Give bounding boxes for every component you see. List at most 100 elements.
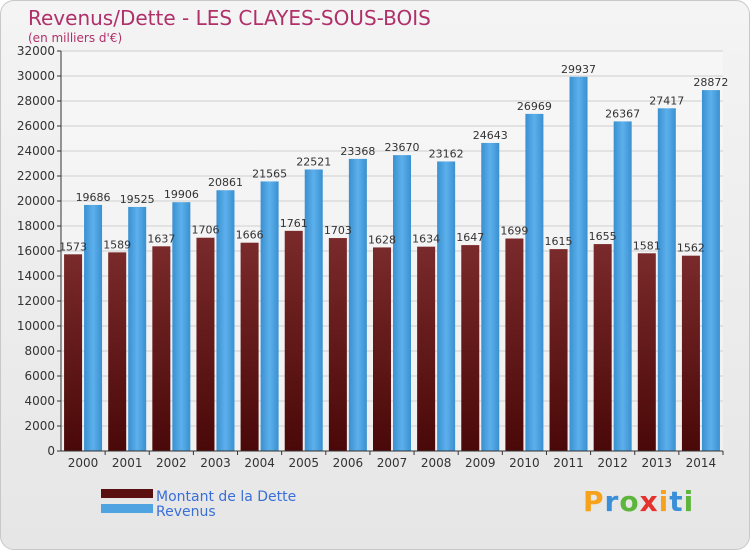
bar-revenus <box>304 169 323 452</box>
legend-swatch-revenus <box>101 504 153 513</box>
axis-layer: 0 2000 4000 6000 8000 10000 12000 14000 16000 180… <box>17 44 724 470</box>
bar-dette <box>373 247 391 451</box>
data-labels-layer: 1573 19686 1589 19525 1637 19906 1706 20861 1666… <box>59 63 728 255</box>
x-tick-label: 2010 <box>509 456 540 470</box>
data-label-revenus: 20861 <box>208 176 243 189</box>
bar-dette <box>637 253 656 451</box>
y-tick-label: 20000 <box>17 194 55 208</box>
bar-revenus <box>172 202 191 451</box>
x-tick-label: 2002 <box>156 456 187 470</box>
data-label-revenus: 27417 <box>649 94 684 107</box>
data-label-dette: 1628 <box>368 233 396 246</box>
data-label-dette: 1615 <box>545 235 573 248</box>
data-label-dette: 1634 <box>412 233 440 246</box>
x-tick-label: 2013 <box>642 456 673 470</box>
y-tick-label: 10000 <box>17 319 55 333</box>
data-label-revenus: 29937 <box>561 63 596 76</box>
data-label-revenus: 23368 <box>340 145 375 158</box>
data-label-dette: 1703 <box>324 224 352 237</box>
x-tick-label: 2005 <box>288 456 319 470</box>
bar-dette <box>417 246 436 451</box>
x-tick-label: 2003 <box>200 456 231 470</box>
x-tick-label: 2008 <box>421 456 452 470</box>
legend-label-revenus: Revenus <box>156 504 216 520</box>
logo-letter: o <box>619 485 640 518</box>
x-tick-label: 2004 <box>244 456 275 470</box>
y-tick-label: 30000 <box>17 69 55 83</box>
data-label-dette: 1562 <box>677 242 705 255</box>
bar-revenus <box>437 161 456 451</box>
bar-dette <box>461 245 480 451</box>
legend: Montant de la Dette Revenus <box>101 489 296 520</box>
data-label-dette: 1655 <box>589 230 617 243</box>
data-label-dette: 1706 <box>191 224 219 237</box>
x-tick-label: 2001 <box>112 456 143 470</box>
logo-letter: i <box>683 485 695 518</box>
data-label-revenus: 23670 <box>385 141 420 154</box>
logo-letter: t <box>669 485 684 518</box>
y-tick-label: 2000 <box>24 419 55 433</box>
bar-revenus <box>393 155 411 451</box>
data-label-revenus: 19906 <box>164 188 199 201</box>
bar-dette <box>64 254 83 451</box>
y-tick-label: 32000 <box>17 44 55 58</box>
x-tick-label: 2014 <box>686 456 717 470</box>
x-tick-label: 2009 <box>465 456 496 470</box>
y-tick-label: 6000 <box>24 369 55 383</box>
data-label-dette: 1573 <box>59 240 87 253</box>
y-tick-label: 22000 <box>17 169 55 183</box>
data-label-revenus: 19525 <box>120 193 155 206</box>
y-tick-label: 8000 <box>24 344 55 358</box>
data-label-dette: 1637 <box>147 232 175 245</box>
logo-letter: r <box>604 485 620 518</box>
legend-swatch-dette <box>101 489 153 498</box>
data-label-dette: 1761 <box>280 217 308 230</box>
x-tick-label: 2006 <box>333 456 364 470</box>
chart-subtitle: (en milliers d'€) <box>28 31 122 45</box>
data-label-revenus: 26367 <box>605 107 640 120</box>
bars-layer <box>64 76 720 452</box>
bar-revenus <box>216 190 235 452</box>
bar-dette <box>196 237 215 451</box>
grid-layer <box>61 50 723 452</box>
legend-label-dette: Montant de la Dette <box>156 489 296 505</box>
bar-dette <box>328 238 347 451</box>
y-tick-label: 26000 <box>17 119 55 133</box>
bar-revenus <box>701 90 720 451</box>
data-label-revenus: 22521 <box>296 155 331 168</box>
data-label-revenus: 26969 <box>517 100 552 113</box>
y-tick-label: 28000 <box>17 94 55 108</box>
x-tick-label: 2011 <box>553 456 584 470</box>
data-label-dette: 1699 <box>500 225 528 238</box>
y-tick-label: 18000 <box>17 219 55 233</box>
proxiti-logo: Proxiti <box>583 485 694 518</box>
y-tick-label: 24000 <box>17 144 55 158</box>
bar-revenus <box>128 206 147 451</box>
data-label-dette: 1589 <box>103 238 131 251</box>
data-label-dette: 1666 <box>236 229 264 242</box>
bar-revenus <box>84 204 103 451</box>
y-tick-label: 16000 <box>17 244 55 258</box>
bar-revenus <box>481 142 500 451</box>
data-label-revenus: 24643 <box>473 129 508 142</box>
data-label-dette: 1581 <box>633 239 661 252</box>
y-tick-label: 14000 <box>17 269 55 283</box>
logo-letter: i <box>658 485 670 518</box>
bar-dette <box>505 238 524 451</box>
bar-dette <box>681 255 700 451</box>
data-label-revenus: 23162 <box>429 147 464 160</box>
bar-dette <box>549 249 568 451</box>
bar-revenus <box>260 181 279 451</box>
bar-dette <box>108 252 127 451</box>
bar-dette <box>284 230 303 451</box>
bar-dette <box>152 246 171 451</box>
x-tick-label: 2007 <box>377 456 408 470</box>
bar-revenus <box>613 121 632 451</box>
bar-dette <box>240 242 259 451</box>
y-tick-label: 4000 <box>24 394 55 408</box>
bar-revenus <box>569 76 588 451</box>
bar-dette <box>593 244 612 451</box>
bar-revenus <box>525 113 544 451</box>
